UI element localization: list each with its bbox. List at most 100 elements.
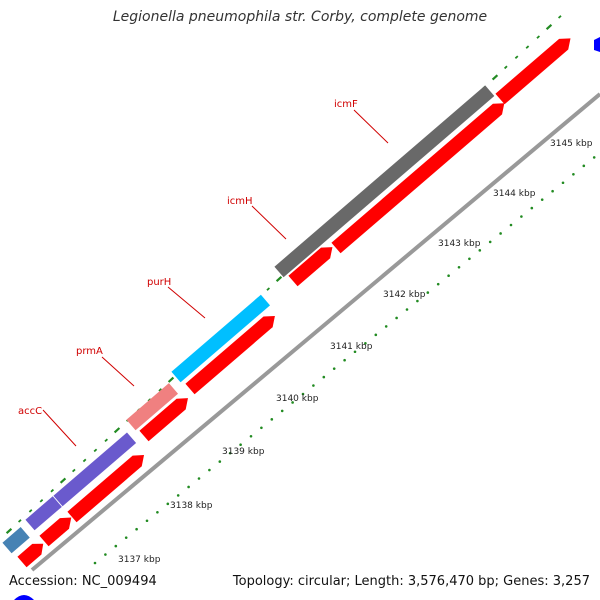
inner-dot-row	[93, 156, 596, 565]
outer-tick	[104, 438, 109, 443]
outer-tick	[28, 509, 33, 513]
inner-tick	[291, 401, 294, 404]
outer-tick	[71, 468, 76, 473]
inner-tick	[405, 308, 409, 311]
inner-tick	[104, 553, 107, 556]
tick-label: 3138 kbp	[170, 501, 213, 511]
outer-tick	[113, 427, 121, 434]
inner-tick	[509, 223, 513, 227]
gene-leader-line	[353, 109, 389, 144]
outer-tick	[167, 376, 175, 383]
tick-label: 3141 kbp	[330, 342, 373, 352]
inner-tick	[135, 527, 138, 531]
outer-tick	[59, 477, 67, 484]
inner-tick	[270, 418, 274, 421]
cds-arrow	[185, 315, 275, 395]
inner-tick	[332, 367, 336, 370]
cds-arrow	[139, 398, 188, 442]
inner-tick	[447, 274, 450, 278]
map-title: Legionella pneumophila str. Corby, compl…	[112, 9, 488, 25]
tick-label: 3145 kbp	[550, 139, 593, 149]
inner-tick	[551, 189, 554, 193]
outer-tick	[557, 15, 562, 19]
inner-tick	[488, 240, 492, 244]
inner-tick	[239, 443, 242, 447]
cds-arrow	[331, 103, 505, 254]
inner-tick	[592, 156, 596, 159]
inner-tick	[197, 477, 201, 480]
gene-leader-line	[101, 356, 135, 387]
inner-tick	[93, 561, 97, 565]
tick-label: 3140 kbp	[276, 394, 319, 404]
inner-tick	[520, 215, 523, 218]
inner-tick	[540, 198, 544, 201]
inner-tick	[301, 392, 305, 396]
gene-label-purH: purH	[147, 277, 171, 288]
outer-tick	[545, 23, 553, 31]
cog-block	[274, 85, 495, 278]
cog-block	[25, 496, 62, 531]
inner-tick	[176, 494, 180, 497]
corner-mark	[594, 37, 600, 52]
cds-arrow	[17, 543, 44, 568]
inner-tick	[353, 350, 357, 354]
inner-tick	[395, 316, 398, 320]
outer-tick	[525, 45, 530, 49]
inner-tick	[145, 519, 149, 523]
inner-tick	[582, 164, 586, 168]
outer-tick	[17, 519, 22, 523]
gene-leader-line	[167, 286, 206, 319]
cds-arrow	[288, 247, 333, 287]
outer-tick	[536, 35, 541, 39]
outer-tick	[514, 55, 519, 60]
gene-label-accC: accC	[18, 406, 42, 417]
tick-label: 3137 kbp	[118, 555, 161, 565]
inner-tick	[218, 460, 222, 463]
inner-tick	[187, 485, 190, 489]
outer-tick	[93, 448, 98, 453]
inner-tick	[384, 325, 388, 328]
inner-tick	[416, 299, 419, 303]
inner-tick	[343, 358, 346, 362]
inner-tick	[457, 265, 461, 269]
tick-labels: 3137 kbp 3138 kbp 3139 kbp 3140 kbp 3141 kbp…	[118, 139, 593, 565]
outer-tick	[158, 388, 163, 392]
inner-tick	[124, 536, 128, 539]
cds-arrow	[39, 517, 72, 547]
inner-tick	[156, 511, 159, 514]
gene-labels: accC prmA purH icmH icmF	[18, 99, 358, 417]
inner-tick	[280, 409, 284, 413]
cog-block	[53, 432, 137, 507]
inner-tick	[572, 173, 575, 176]
outer-tick	[5, 527, 13, 535]
inner-tick	[322, 375, 326, 379]
tick-label: 3142 kbp	[383, 290, 426, 300]
corner-mark	[14, 595, 34, 600]
cog-block	[2, 527, 30, 554]
inner-tick	[561, 181, 565, 185]
inner-tick	[364, 342, 367, 345]
inner-tick	[166, 502, 170, 506]
outer-tick	[50, 488, 55, 493]
tick-label: 3143 kbp	[438, 239, 481, 249]
backbone	[30, 92, 600, 572]
cds-track	[17, 38, 571, 568]
cog-track	[2, 85, 495, 554]
outer-tick	[491, 74, 499, 81]
gene-label-icmF: icmF	[334, 99, 358, 110]
inner-tick	[499, 232, 502, 235]
gene-label-prmA: prmA	[76, 346, 103, 357]
genome-info-text: Topology: circular; Length: 3,576,470 bp…	[232, 574, 590, 589]
inner-tick	[468, 257, 471, 261]
cog-block	[126, 383, 179, 431]
cog-block	[171, 294, 271, 383]
inner-tick	[312, 384, 315, 387]
gene-leader-line	[251, 205, 287, 240]
inner-tick	[374, 333, 378, 337]
outer-tick	[275, 275, 283, 283]
inner-tick	[260, 426, 263, 430]
tick-label: 3139 kbp	[222, 447, 265, 457]
tick-label: 3144 kbp	[493, 189, 536, 199]
gene-leader-line	[42, 409, 77, 447]
